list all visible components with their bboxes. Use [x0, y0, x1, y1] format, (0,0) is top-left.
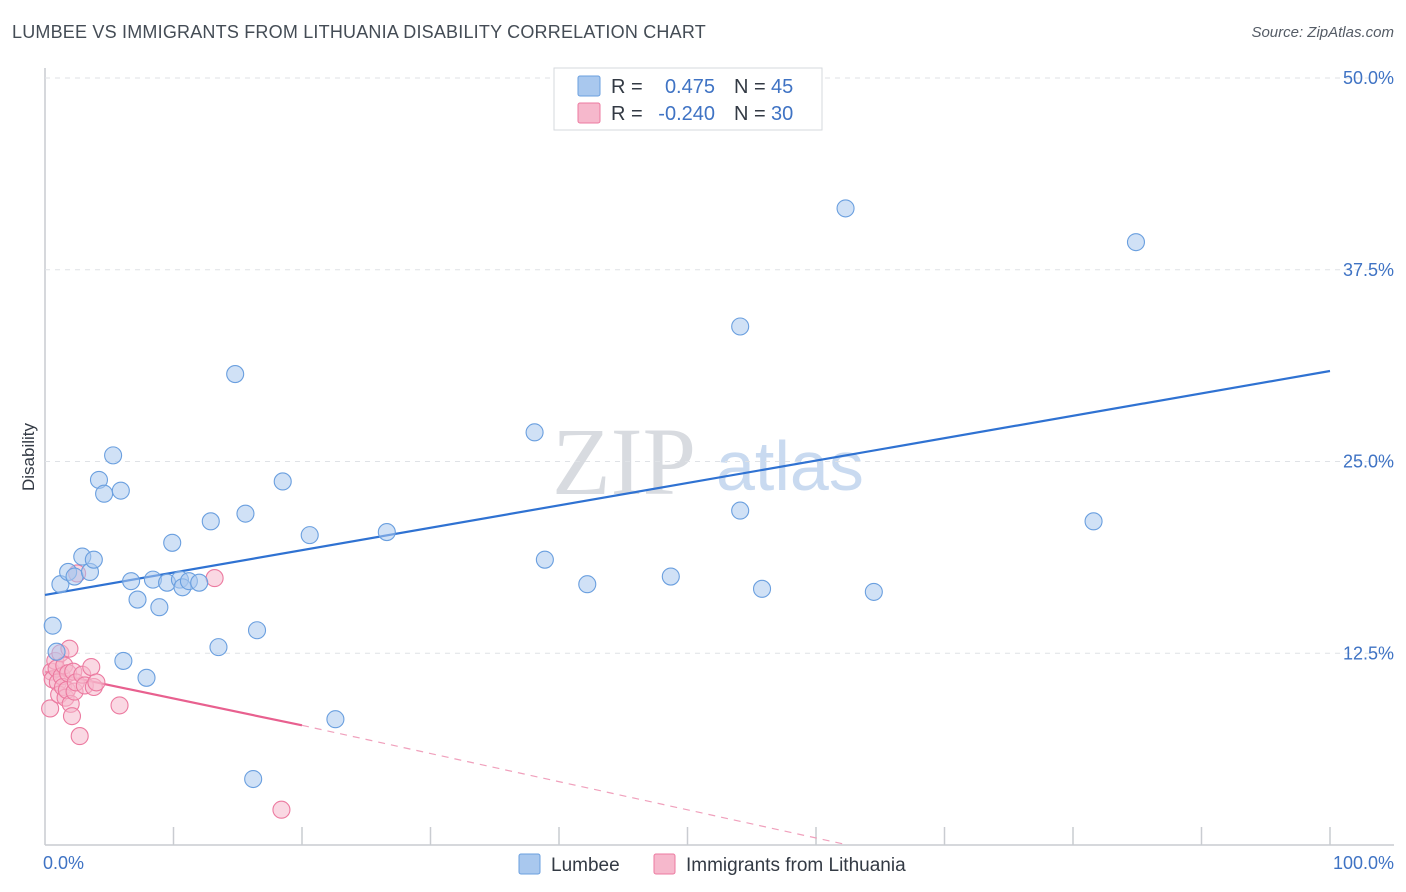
- data-point-lumbee: [300, 526, 319, 545]
- legend-swatch-lumbee: [577, 75, 601, 97]
- data-point-lithuania: [41, 699, 60, 718]
- data-point-lumbee: [535, 550, 554, 569]
- data-point-lumbee: [122, 572, 141, 591]
- data-point-lithuania: [110, 696, 129, 715]
- legend-r-label-lumbee: R =: [611, 76, 643, 98]
- data-point-lumbee: [111, 481, 130, 500]
- data-point-lumbee: [661, 567, 680, 586]
- source-credit: Source: ZipAtlas.com: [1251, 24, 1394, 41]
- data-point-lumbee: [128, 590, 147, 609]
- data-point-lumbee: [836, 199, 855, 218]
- bottom-legend-swatch-lithuania: [653, 853, 676, 875]
- x-tick-label-min: 0.0%: [43, 853, 84, 873]
- bottom-legend-label-lumbee: Lumbee: [551, 855, 620, 876]
- data-point-lumbee: [247, 621, 267, 640]
- legend-r-label-lithuania: R =: [611, 103, 643, 125]
- data-point-lumbee: [84, 550, 103, 569]
- x-tick-marks: [172, 827, 1331, 845]
- data-point-lumbee: [1126, 233, 1146, 252]
- data-point-lumbee: [137, 668, 156, 687]
- y-tick-label: 12.5%: [1343, 643, 1394, 663]
- y-tick-labels: 12.5% 25.0% 37.5% 50.0%: [1343, 68, 1394, 663]
- data-point-lithuania: [70, 727, 89, 746]
- data-point-lumbee: [65, 567, 84, 586]
- data-point-lumbee: [226, 365, 245, 384]
- data-point-lumbee: [864, 582, 883, 601]
- data-point-lumbee: [43, 616, 62, 635]
- data-point-lithuania: [205, 569, 224, 588]
- data-point-lithuania: [62, 707, 82, 726]
- series-lumbee-points: [43, 199, 1146, 789]
- watermark-zip: ZIP: [552, 408, 696, 515]
- data-point-lumbee: [326, 710, 345, 729]
- data-point-lumbee: [1084, 512, 1103, 531]
- legend-swatch-lithuania: [577, 102, 601, 124]
- data-point-lumbee: [150, 598, 169, 617]
- legend-n-label-lithuania: N =: [734, 103, 766, 125]
- trend-line-lithuania-extension: [301, 724, 849, 846]
- data-point-lumbee: [104, 446, 123, 465]
- data-point-lumbee: [525, 423, 544, 442]
- data-point-lumbee: [731, 501, 750, 520]
- data-point-lumbee: [236, 504, 255, 523]
- legend-n-value-lithuania: 30: [771, 103, 793, 125]
- correlation-legend: R = 0.475 N = 45 R = -0.240 N = 30: [553, 67, 823, 131]
- data-point-lithuania: [82, 658, 101, 677]
- data-point-lumbee: [95, 484, 114, 503]
- data-point-lumbee: [752, 579, 772, 598]
- data-point-lumbee: [578, 575, 597, 594]
- data-point-lumbee: [47, 642, 66, 661]
- data-point-lumbee: [190, 573, 209, 592]
- data-point-lumbee: [273, 472, 292, 491]
- data-point-lithuania: [87, 673, 106, 692]
- legend-n-label-lumbee: N =: [734, 76, 766, 98]
- legend-r-value-lithuania: -0.240: [658, 103, 715, 125]
- chart-title: LUMBEE VS IMMIGRANTS FROM LITHUANIA DISA…: [12, 22, 706, 42]
- y-tick-label: 50.0%: [1343, 68, 1394, 88]
- x-tick-label-max: 100.0%: [1333, 853, 1394, 873]
- legend-n-value-lumbee: 45: [771, 76, 793, 98]
- bottom-legend-swatch-lumbee: [518, 853, 541, 875]
- data-point-lumbee: [114, 651, 133, 670]
- data-point-lumbee: [209, 638, 228, 657]
- data-point-lumbee: [731, 317, 750, 336]
- series-legend: Lumbee Immigrants from Lithuania: [518, 853, 906, 876]
- y-tick-label: 25.0%: [1343, 452, 1394, 472]
- data-point-lumbee: [201, 512, 220, 531]
- bottom-legend-label-lithuania: Immigrants from Lithuania: [686, 855, 906, 876]
- data-point-lumbee: [163, 533, 182, 552]
- y-tick-label: 37.5%: [1343, 260, 1394, 280]
- y-axis-title: Disability: [19, 422, 38, 491]
- data-point-lithuania: [272, 800, 291, 819]
- trend-line-lumbee: [44, 369, 1331, 597]
- data-point-lumbee: [377, 523, 396, 542]
- grid-lines: [45, 77, 1394, 654]
- data-point-lumbee: [244, 769, 263, 789]
- legend-r-value-lumbee: 0.475: [665, 76, 715, 98]
